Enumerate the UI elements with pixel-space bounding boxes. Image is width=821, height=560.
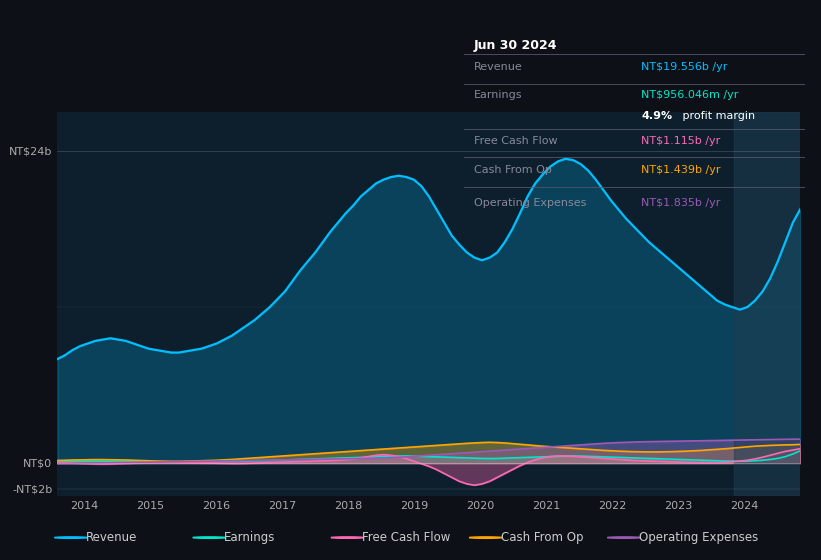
Bar [735, 112, 800, 496]
Text: NT$956.046m /yr: NT$956.046m /yr [641, 90, 738, 100]
Text: NT$1.115b /yr: NT$1.115b /yr [641, 137, 720, 147]
Text: profit margin: profit margin [678, 111, 754, 120]
Text: NT$19.556b /yr: NT$19.556b /yr [641, 62, 727, 72]
Circle shape [54, 537, 87, 538]
Circle shape [469, 537, 502, 538]
Text: Revenue: Revenue [86, 531, 137, 544]
Text: NT$24b: NT$24b [9, 146, 53, 156]
Text: 4.9%: 4.9% [641, 111, 672, 120]
Text: Earnings: Earnings [224, 531, 276, 544]
Text: Cash From Op: Cash From Op [474, 165, 552, 175]
Text: NT$1.835b /yr: NT$1.835b /yr [641, 198, 720, 208]
Text: Earnings: Earnings [474, 90, 523, 100]
Text: Cash From Op: Cash From Op [501, 531, 583, 544]
Text: Free Cash Flow: Free Cash Flow [474, 137, 557, 147]
Text: Revenue: Revenue [474, 62, 523, 72]
Text: Free Cash Flow: Free Cash Flow [362, 531, 451, 544]
Text: NT$1.439b /yr: NT$1.439b /yr [641, 165, 721, 175]
Circle shape [193, 537, 226, 538]
Text: Operating Expenses: Operating Expenses [639, 531, 758, 544]
Text: Jun 30 2024: Jun 30 2024 [474, 39, 557, 52]
Circle shape [608, 537, 640, 538]
Text: -NT$2b: -NT$2b [12, 484, 53, 494]
Text: Operating Expenses: Operating Expenses [474, 198, 586, 208]
Text: NT$0: NT$0 [23, 458, 53, 468]
Circle shape [331, 537, 364, 538]
